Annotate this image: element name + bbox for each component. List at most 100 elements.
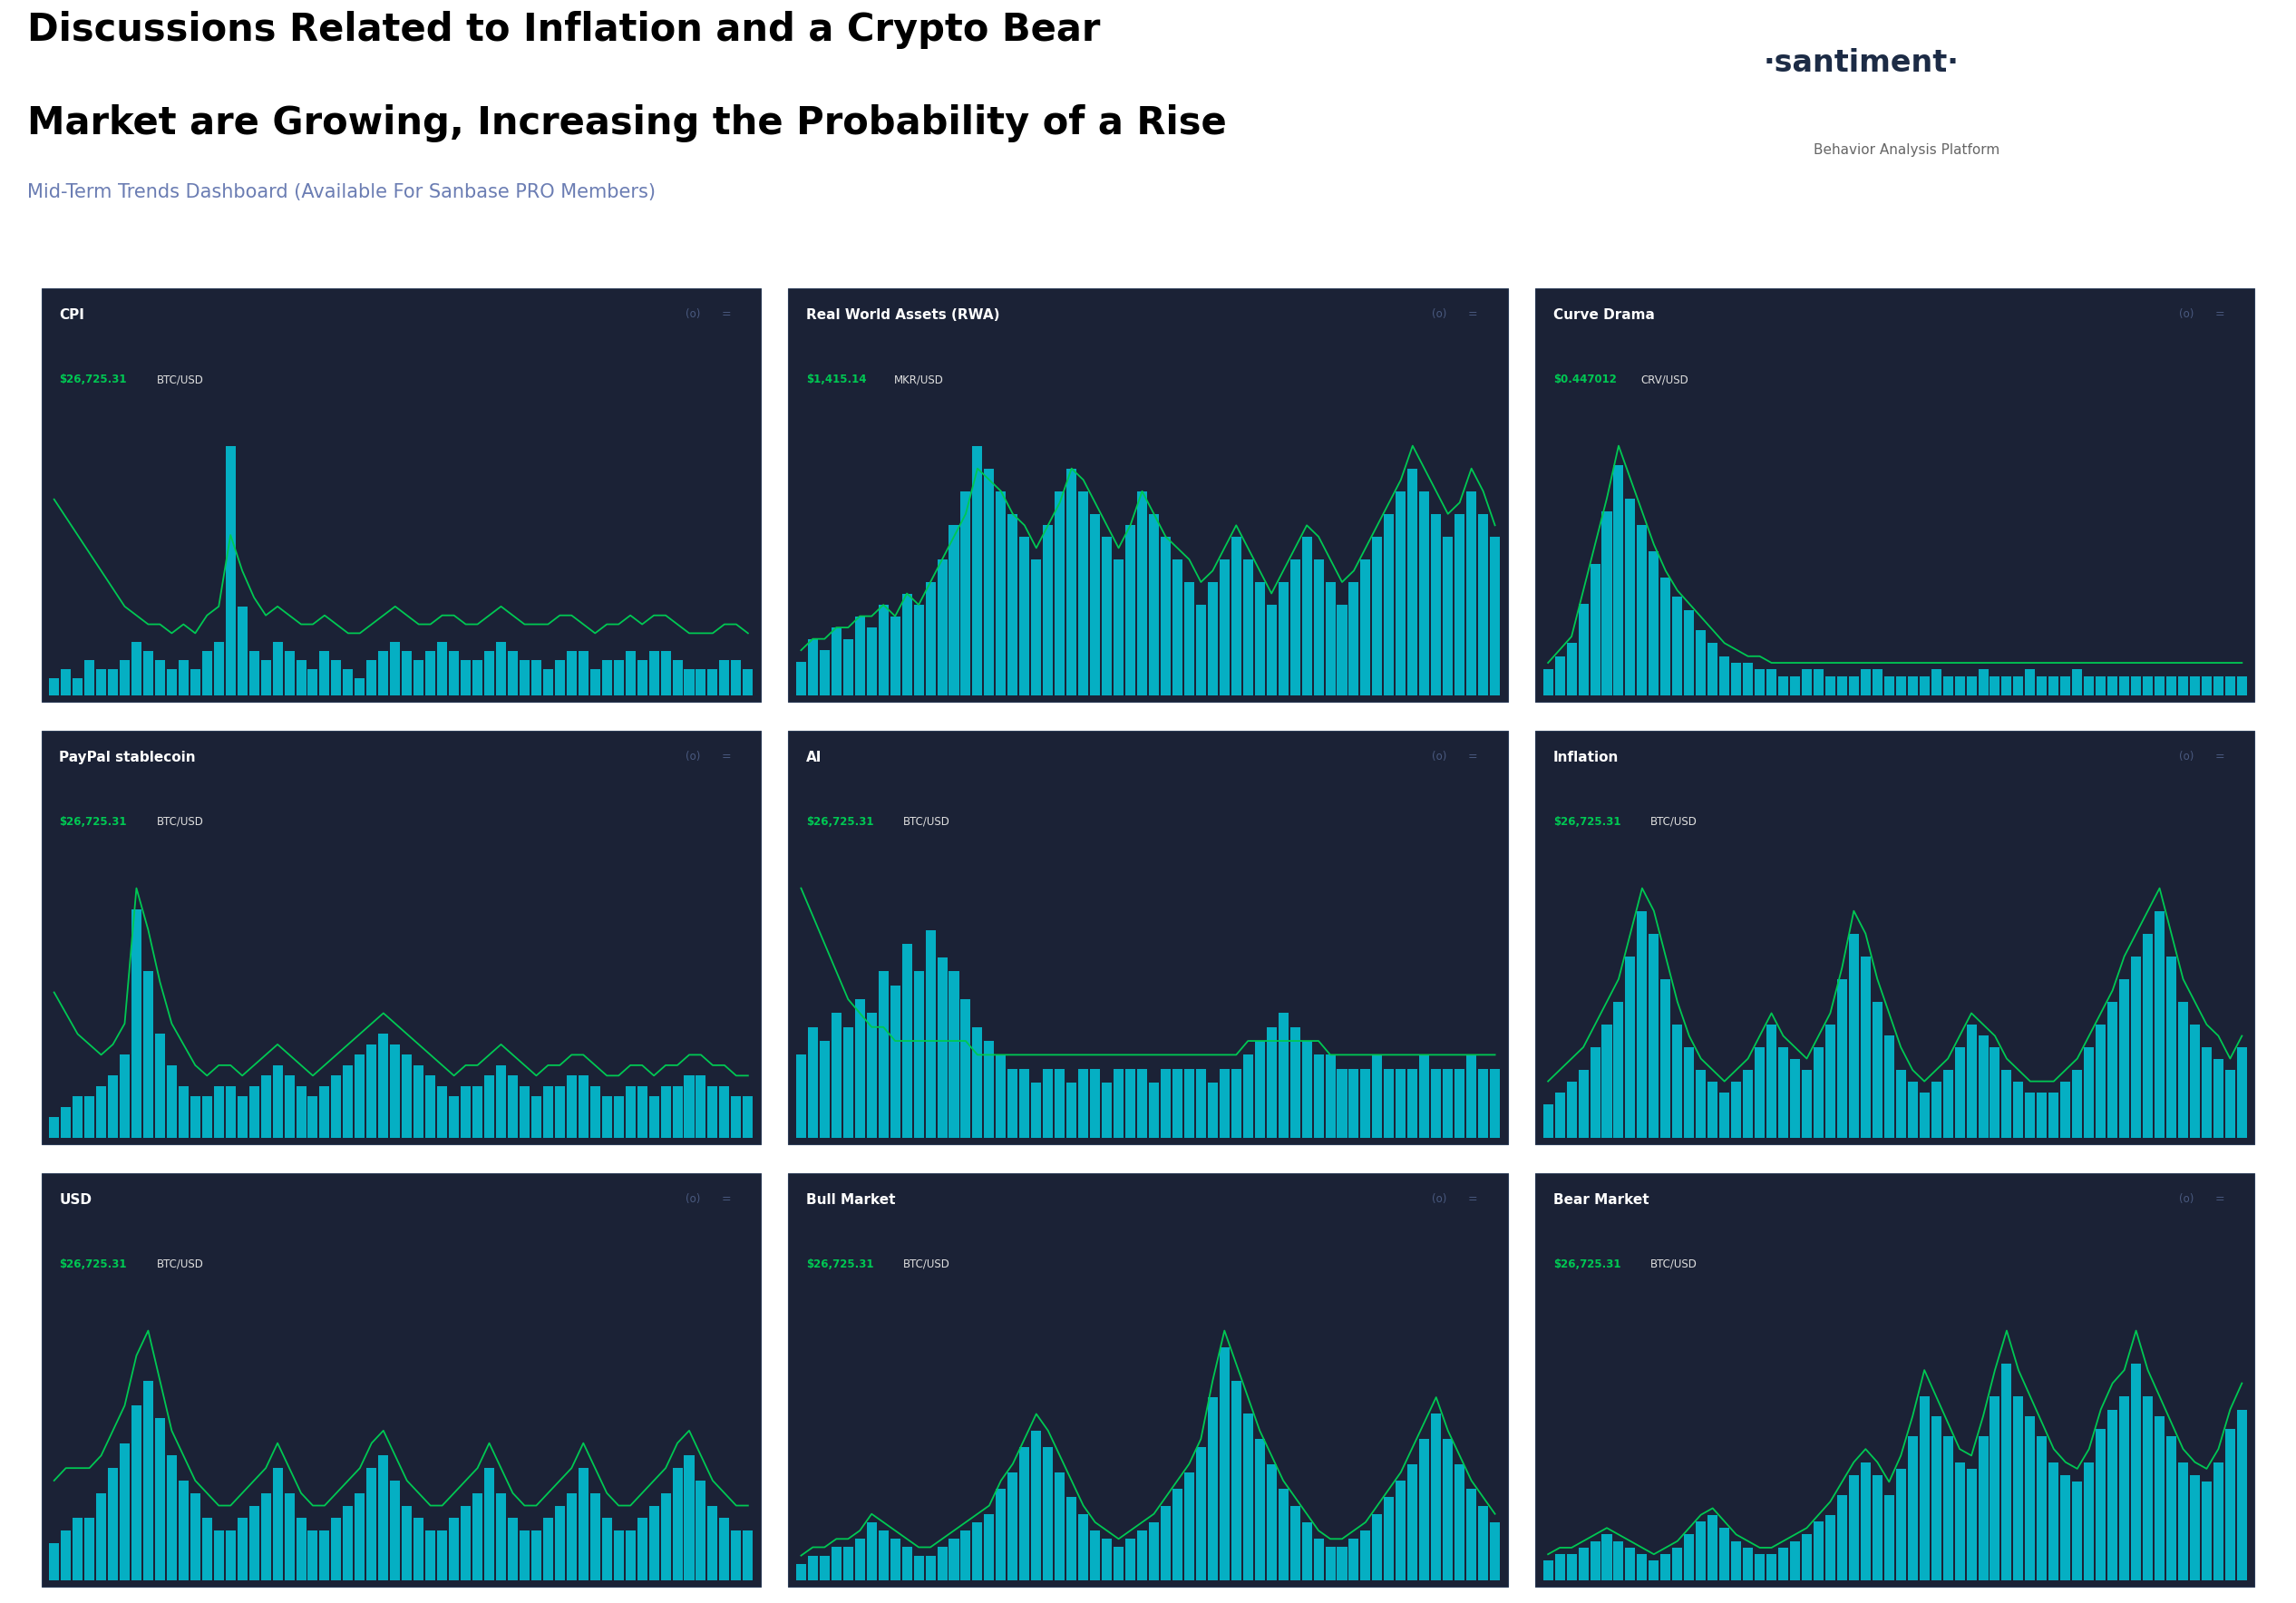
Bar: [1566, 1555, 1577, 1581]
Text: Market are Growing, Increasing the Probability of a Rise: Market are Growing, Increasing the Proba…: [28, 104, 1226, 143]
Text: =: =: [721, 308, 730, 321]
Bar: [1577, 1547, 1589, 1581]
Bar: [461, 1505, 471, 1581]
Bar: [1325, 1055, 1336, 1138]
Bar: [1137, 1531, 1148, 1581]
Bar: [142, 1380, 154, 1581]
Bar: [1456, 1069, 1465, 1138]
Bar: [1407, 468, 1417, 696]
Bar: [425, 1076, 436, 1138]
Bar: [1671, 1024, 1683, 1138]
Bar: [1791, 1540, 1800, 1581]
Bar: [1942, 1069, 1954, 1138]
Bar: [390, 643, 400, 696]
Bar: [108, 668, 117, 696]
Bar: [285, 1492, 294, 1581]
Bar: [866, 1013, 877, 1138]
Bar: [1348, 582, 1359, 696]
Bar: [2167, 957, 2177, 1138]
Bar: [2213, 1462, 2223, 1581]
Bar: [2142, 933, 2154, 1138]
Text: Mid-Term Trends: Mid-Term Trends: [51, 252, 236, 269]
Bar: [2131, 1364, 2142, 1581]
Text: =: =: [721, 750, 730, 763]
Bar: [902, 944, 912, 1138]
Text: CRV/USD: CRV/USD: [1642, 373, 1690, 385]
Bar: [342, 1066, 354, 1138]
Bar: [2190, 676, 2200, 696]
Bar: [108, 1468, 117, 1581]
Bar: [1942, 676, 1954, 696]
Bar: [1697, 1521, 1706, 1581]
Bar: [1419, 1439, 1430, 1581]
Bar: [519, 660, 530, 696]
Bar: [1626, 957, 1635, 1138]
Bar: [1290, 559, 1300, 696]
Text: (o): (o): [684, 1193, 700, 1205]
Bar: [367, 1468, 377, 1581]
Bar: [1603, 1024, 1612, 1138]
Bar: [2085, 676, 2094, 696]
Text: Inflation: Inflation: [1552, 750, 1619, 765]
Bar: [1720, 1093, 1729, 1138]
Bar: [1626, 499, 1635, 696]
Bar: [1091, 1069, 1100, 1138]
Bar: [1430, 1414, 1442, 1581]
Text: BTC/USD: BTC/USD: [1651, 1258, 1697, 1270]
Bar: [1419, 1055, 1430, 1138]
Bar: [1267, 1464, 1277, 1581]
Bar: [308, 668, 317, 696]
Bar: [2142, 676, 2154, 696]
Text: ·santiment·: ·santiment·: [1763, 48, 1958, 77]
Bar: [530, 660, 542, 696]
Bar: [2225, 1069, 2234, 1138]
Bar: [96, 1492, 106, 1581]
Bar: [730, 1096, 742, 1138]
Bar: [413, 660, 425, 696]
Bar: [1125, 526, 1134, 696]
Bar: [262, 660, 271, 696]
Bar: [273, 643, 282, 696]
Bar: [707, 1505, 719, 1581]
Bar: [1185, 1069, 1194, 1138]
Bar: [1743, 662, 1752, 696]
Bar: [131, 1406, 142, 1581]
Bar: [1442, 1069, 1453, 1138]
Bar: [1871, 1002, 1883, 1138]
Bar: [1373, 1513, 1382, 1581]
Bar: [1708, 643, 1717, 696]
Bar: [602, 660, 611, 696]
Bar: [1991, 1396, 2000, 1581]
Bar: [1614, 1540, 1623, 1581]
Bar: [1591, 1047, 1600, 1138]
Bar: [1456, 1464, 1465, 1581]
Bar: [119, 1055, 129, 1138]
Bar: [1554, 1555, 1566, 1581]
Bar: [1219, 1069, 1228, 1138]
Bar: [1885, 1036, 1894, 1138]
Bar: [1660, 577, 1671, 696]
Bar: [1125, 1069, 1134, 1138]
Bar: [507, 1076, 519, 1138]
Bar: [914, 1555, 923, 1581]
Bar: [214, 1531, 223, 1581]
Bar: [1743, 1069, 1752, 1138]
Bar: [879, 971, 889, 1138]
Bar: [1042, 526, 1054, 696]
Bar: [496, 643, 505, 696]
Bar: [1290, 1505, 1300, 1581]
Bar: [496, 1066, 505, 1138]
Bar: [636, 1518, 647, 1581]
Bar: [1720, 656, 1729, 696]
Bar: [2236, 676, 2248, 696]
Bar: [2131, 957, 2142, 1138]
Bar: [108, 1076, 117, 1138]
Bar: [684, 1076, 693, 1138]
Bar: [202, 1096, 211, 1138]
Text: Curve Drama: Curve Drama: [1552, 308, 1655, 322]
Bar: [1336, 1547, 1348, 1581]
Bar: [1031, 1082, 1042, 1138]
Bar: [236, 1518, 248, 1581]
Bar: [1919, 1093, 1929, 1138]
Bar: [1731, 1540, 1740, 1581]
